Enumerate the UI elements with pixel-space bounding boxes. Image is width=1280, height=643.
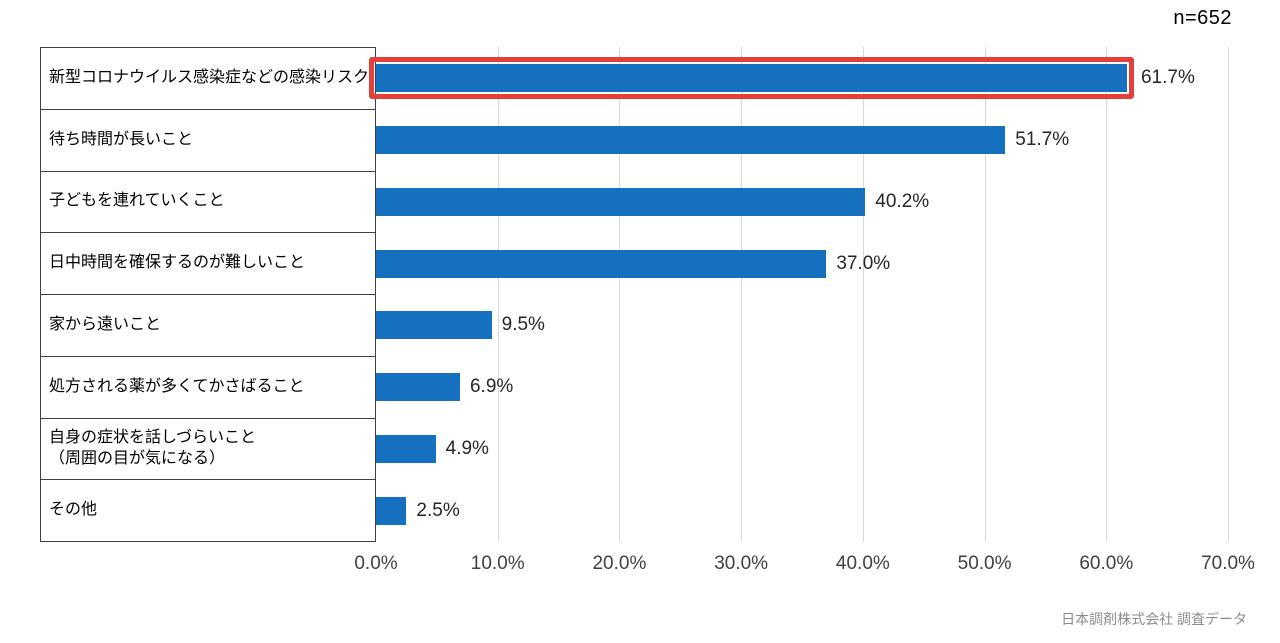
category-label: 待ち時間が長いこと [41, 110, 375, 172]
category-label: 子どもを連れていくこと [41, 172, 375, 234]
bar [376, 125, 1006, 154]
category-label: 処方される薬が多くてかさばること [41, 357, 375, 419]
bar [376, 373, 460, 402]
sample-size-label: n=652 [1173, 7, 1232, 29]
value-label: 61.7% [1140, 66, 1195, 88]
x-tick-label: 60.0% [1079, 553, 1134, 574]
value-label: 6.9% [469, 376, 514, 398]
value-label: 9.5% [501, 314, 545, 336]
plot-area: 61.7% 51.7% 40.2% 37.0% 9.5% 6.9% 4.9% 2.5% [369, 47, 1229, 542]
x-tick-label: 30.0% [714, 553, 769, 574]
gridline [741, 47, 743, 542]
source-attribution: 日本調剤株式会社 調査データ [1061, 611, 1247, 627]
gridline [619, 47, 621, 542]
bar [376, 63, 1127, 92]
value-label: 40.2% [875, 190, 930, 212]
bar [376, 435, 436, 464]
x-tick-label: 10.0% [470, 553, 525, 574]
value-label: 37.0% [836, 252, 891, 274]
category-label: その他 [49, 501, 98, 519]
x-tick-label: 40.0% [835, 553, 890, 574]
value-label: 4.9% [445, 438, 489, 460]
category-label: 自身の症状を話しづらいこと （周囲の目が気になる） [41, 419, 375, 481]
x-axis: 0.0% 10.0% 20.0% 30.0% 40.0% 50.0% 60.0% 70.0% [354, 553, 1255, 583]
category-label: 家から遠いこと [41, 295, 375, 357]
value-label: 2.5% [416, 500, 460, 522]
gridline [1106, 47, 1108, 542]
x-tick-label: 50.0% [957, 553, 1012, 574]
gridline [497, 47, 499, 542]
category-label: 新型コロナウイルス感染症などの感染リスク [41, 48, 375, 110]
gridline [984, 47, 986, 542]
x-tick-label: 70.0% [1201, 553, 1255, 574]
value-label: 51.7% [1015, 128, 1070, 150]
gridline [1228, 47, 1229, 542]
bar [376, 497, 407, 526]
gridline [862, 47, 864, 542]
x-tick-label: 20.0% [592, 553, 647, 574]
category-label: 日中時間を確保するのが難しいこと [41, 233, 375, 295]
bar [376, 187, 866, 216]
bar [376, 249, 827, 278]
bar [376, 311, 492, 340]
category-label-column: 新型コロナウイルス感染症などの感染リスク 待ち時間が長いこと 子どもを連れていくこと… [40, 47, 376, 542]
x-tick-label: 0.0% [354, 553, 398, 574]
